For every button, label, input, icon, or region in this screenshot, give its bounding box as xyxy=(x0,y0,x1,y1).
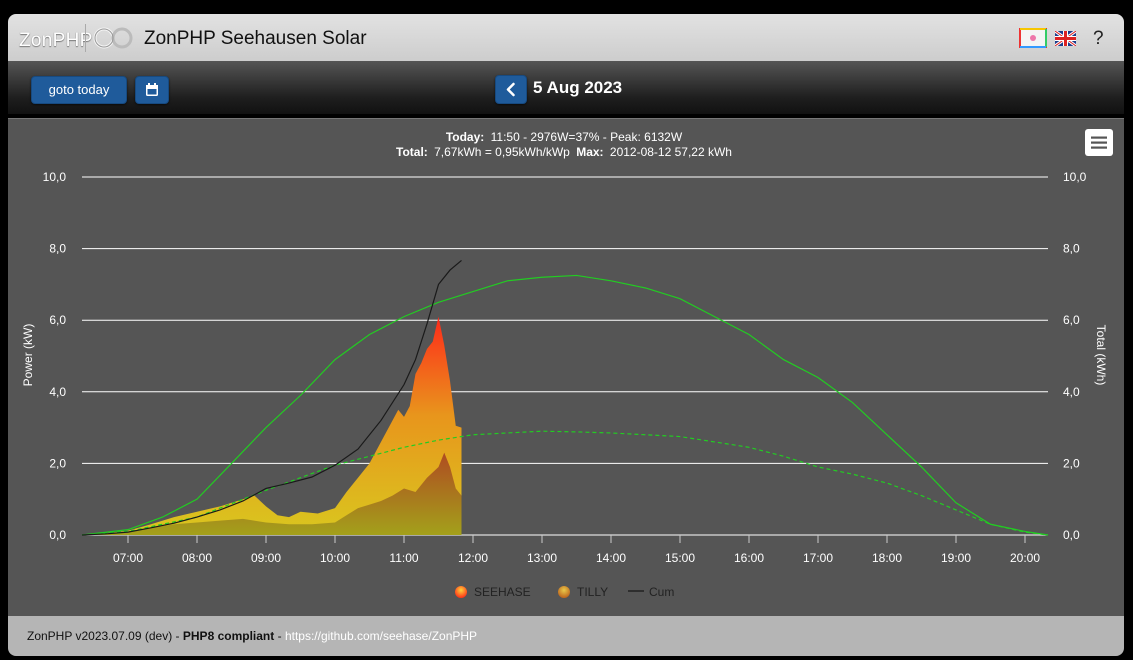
info-line-1: Today: 11:50 - 2976W=37% - Peak: 6132W xyxy=(446,130,683,144)
right-axis-title: Total (kWh) xyxy=(1094,325,1108,386)
legend-label: TILLY xyxy=(577,585,608,599)
right-tick-label: 6,0 xyxy=(1063,313,1080,327)
uk-flag-icon[interactable] xyxy=(1055,31,1076,46)
date-toolbar: goto today 5 Aug 2023 xyxy=(8,61,1124,114)
x-tick-label: 12:00 xyxy=(458,551,488,565)
right-tick-label: 2,0 xyxy=(1063,456,1080,470)
right-tick-label: 8,0 xyxy=(1063,242,1080,256)
chevron-left-icon xyxy=(506,82,515,97)
seehase-area xyxy=(82,316,462,535)
max-total-dashed-line xyxy=(81,430,1049,536)
previous-day-button[interactable] xyxy=(495,75,527,104)
logo-rings-icon xyxy=(93,27,133,49)
info-line-2: Total: 7,67kWh = 0,95kWh/kWp Max: 2012-0… xyxy=(396,145,732,159)
series-lines xyxy=(81,259,1049,536)
axis-labels: 0,0 2,0 4,0 6,0 8,0 10,0 0,0 2,0 4,0 6,0 8,0 10,0 07… xyxy=(43,170,1087,565)
x-tick-label: 07:00 xyxy=(113,551,143,565)
cum-line xyxy=(81,259,462,536)
x-tick-label: 08:00 xyxy=(182,551,212,565)
site-title: ZonPHP Seehausen Solar xyxy=(144,28,367,49)
right-tick-label: 4,0 xyxy=(1063,385,1080,399)
legend-item-seehase[interactable]: SEEHASE xyxy=(455,585,531,599)
logo-separator xyxy=(85,24,86,52)
legend-marker xyxy=(558,586,570,598)
x-tick-label: 09:00 xyxy=(251,551,281,565)
x-tick-label: 20:00 xyxy=(1010,551,1040,565)
right-tick-label: 0,0 xyxy=(1063,528,1080,542)
calendar-icon xyxy=(146,83,158,96)
legend-item-cum[interactable]: Cum xyxy=(628,585,674,599)
right-tick-label: 10,0 xyxy=(1063,170,1087,184)
menu-icon xyxy=(1091,136,1107,149)
github-link[interactable]: https://github.com/seehase/ZonPHP xyxy=(284,629,478,643)
x-tick-label: 15:00 xyxy=(665,551,695,565)
legend-label: SEEHASE xyxy=(474,585,531,599)
x-tick-label: 17:00 xyxy=(803,551,833,565)
max-line xyxy=(81,274,1049,536)
x-tick-label: 14:00 xyxy=(596,551,626,565)
theme-icon[interactable] xyxy=(1019,28,1047,48)
php8-text: PHP8 compliant xyxy=(182,629,275,643)
version-text: ZonPHP v2023.07.09 (dev) xyxy=(27,629,173,643)
chart-panel: 0,0 2,0 4,0 6,0 8,0 10,0 0,0 2,0 4,0 6,0 8,0 10,0 07… xyxy=(8,118,1124,617)
left-tick-label: 0,0 xyxy=(49,528,66,542)
chart-menu-button[interactable] xyxy=(1085,129,1113,156)
chart-legend[interactable]: SEEHASE TILLY Cum xyxy=(455,585,674,599)
series-areas xyxy=(82,316,462,535)
tilly-area xyxy=(82,452,462,535)
power-chart: 0,0 2,0 4,0 6,0 8,0 10,0 0,0 2,0 4,0 6,0 8,0 10,0 07… xyxy=(21,130,1108,599)
x-tick-label: 13:00 xyxy=(527,551,557,565)
header-bar: ZonPHP ZonPHP Seehausen Solar ? xyxy=(8,14,1124,62)
x-tick-label: 10:00 xyxy=(320,551,350,565)
x-tick-label: 11:00 xyxy=(389,551,418,565)
legend-label: Cum xyxy=(649,585,674,599)
footer-separator: - xyxy=(277,629,285,643)
calendar-button[interactable] xyxy=(135,76,169,104)
x-tick-label: 19:00 xyxy=(941,551,971,565)
left-tick-label: 4,0 xyxy=(49,385,66,399)
left-tick-label: 6,0 xyxy=(49,313,66,327)
legend-item-tilly[interactable]: TILLY xyxy=(558,585,608,599)
help-icon[interactable]: ? xyxy=(1093,28,1104,49)
x-tick-label: 16:00 xyxy=(734,551,764,565)
current-date: 5 Aug 2023 xyxy=(533,78,623,97)
goto-today-button[interactable]: goto today xyxy=(31,76,127,104)
legend-marker xyxy=(455,586,467,598)
left-tick-label: 10,0 xyxy=(43,170,67,184)
logo[interactable]: ZonPHP xyxy=(19,30,93,51)
grid-lines xyxy=(82,176,1048,536)
left-tick-label: 8,0 xyxy=(49,242,66,256)
footer: ZonPHP v2023.07.09 (dev) - PHP8 complian… xyxy=(8,616,1124,656)
app-window: ZonPHP ZonPHP Seehausen Solar ? goto tod… xyxy=(8,14,1124,656)
left-axis-title: Power (kW) xyxy=(21,324,35,387)
x-tick-label: 18:00 xyxy=(872,551,902,565)
footer-separator: - xyxy=(175,629,183,643)
left-tick-label: 2,0 xyxy=(49,456,66,470)
